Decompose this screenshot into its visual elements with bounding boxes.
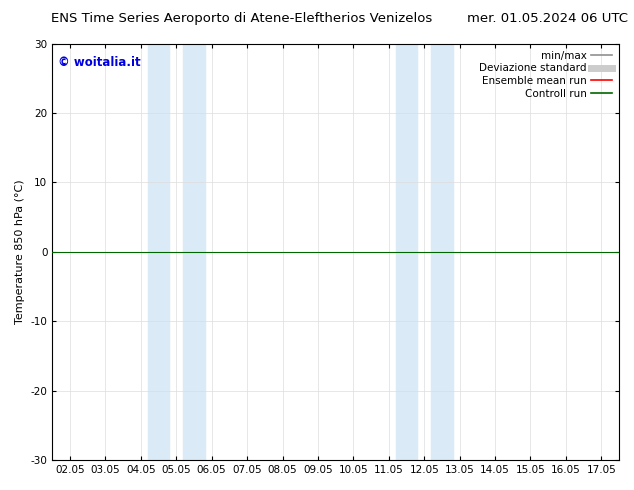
- Bar: [431, 44, 453, 460]
- Text: mer. 01.05.2024 06 UTC: mer. 01.05.2024 06 UTC: [467, 12, 628, 25]
- Bar: [396, 44, 417, 460]
- Legend: min/max, Deviazione standard, Ensemble mean run, Controll run: min/max, Deviazione standard, Ensemble m…: [475, 47, 616, 103]
- Text: © woitalia.it: © woitalia.it: [58, 56, 141, 69]
- Bar: [183, 44, 205, 460]
- Text: ENS Time Series Aeroporto di Atene-Eleftherios Venizelos: ENS Time Series Aeroporto di Atene-Eleft…: [51, 12, 432, 25]
- Bar: [148, 44, 169, 460]
- Y-axis label: Temperature 850 hPa (°C): Temperature 850 hPa (°C): [15, 179, 25, 324]
